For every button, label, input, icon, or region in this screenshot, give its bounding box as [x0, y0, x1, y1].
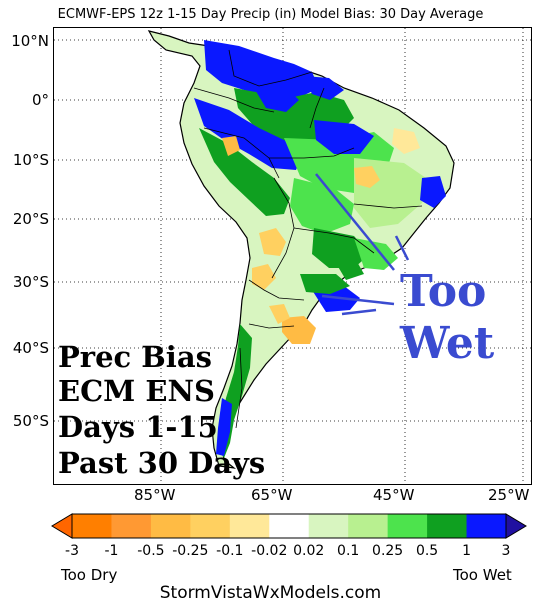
colorbar-cell: [72, 514, 112, 538]
colorbar-cells: [72, 514, 507, 538]
lat-tick-30s: 30°S: [12, 273, 49, 291]
lon-tick-25w: 25°W: [488, 486, 530, 504]
colorbar-tick-label: -0.1: [216, 543, 244, 559]
too-dry-caption: Too Dry: [61, 566, 118, 584]
info-line-4: Past 30 Days: [58, 446, 266, 480]
colorbar-tick-label: -0.5: [137, 543, 165, 559]
colorbar-outline: [71, 513, 507, 539]
lat-tick-0: 0°: [31, 91, 49, 109]
colorbar-cell: [466, 514, 507, 538]
map-svg: [54, 28, 531, 484]
colorbar-tick-label: 0.25: [372, 543, 404, 559]
footer-site-name: StormVistaWxModels.com: [159, 583, 382, 603]
too-wet-label-line2: Wet: [400, 318, 495, 369]
country-borders: [193, 49, 423, 429]
annotation-arrows: [315, 173, 410, 316]
colorbar-tick-label: 0.02: [293, 543, 325, 559]
colorbar-cell: [387, 514, 428, 538]
lat-tick-40s: 40°S: [12, 339, 49, 357]
colorbar-under-arrow: [51, 513, 73, 539]
info-line-2: ECM ENS: [58, 374, 215, 408]
info-line-3: Days 1-15: [58, 410, 218, 444]
colorbar-cell: [427, 514, 468, 538]
lat-tick-10n: 10°N: [11, 32, 49, 50]
colorbar-cell: [348, 514, 389, 538]
colorbar-tick-label: -3: [65, 543, 79, 559]
info-line-1: Prec Bias: [58, 340, 212, 374]
colorbar-cell: [190, 514, 231, 538]
colorbar-tick-label: 0.5: [415, 543, 439, 559]
lat-tick-20s: 20°S: [12, 210, 49, 228]
colorbar-cell: [111, 514, 152, 538]
colorbar-cell: [269, 514, 310, 538]
colorbar-tick-label: 3: [501, 543, 511, 559]
colorbar-cell: [229, 514, 270, 538]
colorbar-tick-label: -0.02: [251, 543, 288, 559]
lon-tick-45w: 45°W: [373, 486, 415, 504]
colorbar-over-arrow: [505, 513, 527, 539]
map-title: ECMWF-EPS 12z 1-15 Day Precip (in) Model…: [57, 7, 484, 22]
too-wet-caption: Too Wet: [453, 566, 512, 584]
colorbar-cell: [308, 514, 349, 538]
too-wet-label-line1: Too: [400, 266, 487, 317]
colorbar: [51, 513, 527, 539]
colorbar-tick-label: -0.25: [172, 543, 209, 559]
lon-tick-65w: 65°W: [251, 486, 293, 504]
lat-tick-50s: 50°S: [12, 412, 49, 430]
lon-tick-85w: 85°W: [134, 486, 176, 504]
map-frame: [53, 27, 532, 485]
colorbar-tick-label: -1: [104, 543, 119, 559]
lat-tick-10s: 10°S: [12, 151, 49, 169]
bias-patches: [194, 40, 446, 458]
colorbar-tick-label: 1: [462, 543, 471, 559]
colorbar-cell: [150, 514, 191, 538]
colorbar-tick-label: 0.1: [337, 543, 360, 559]
